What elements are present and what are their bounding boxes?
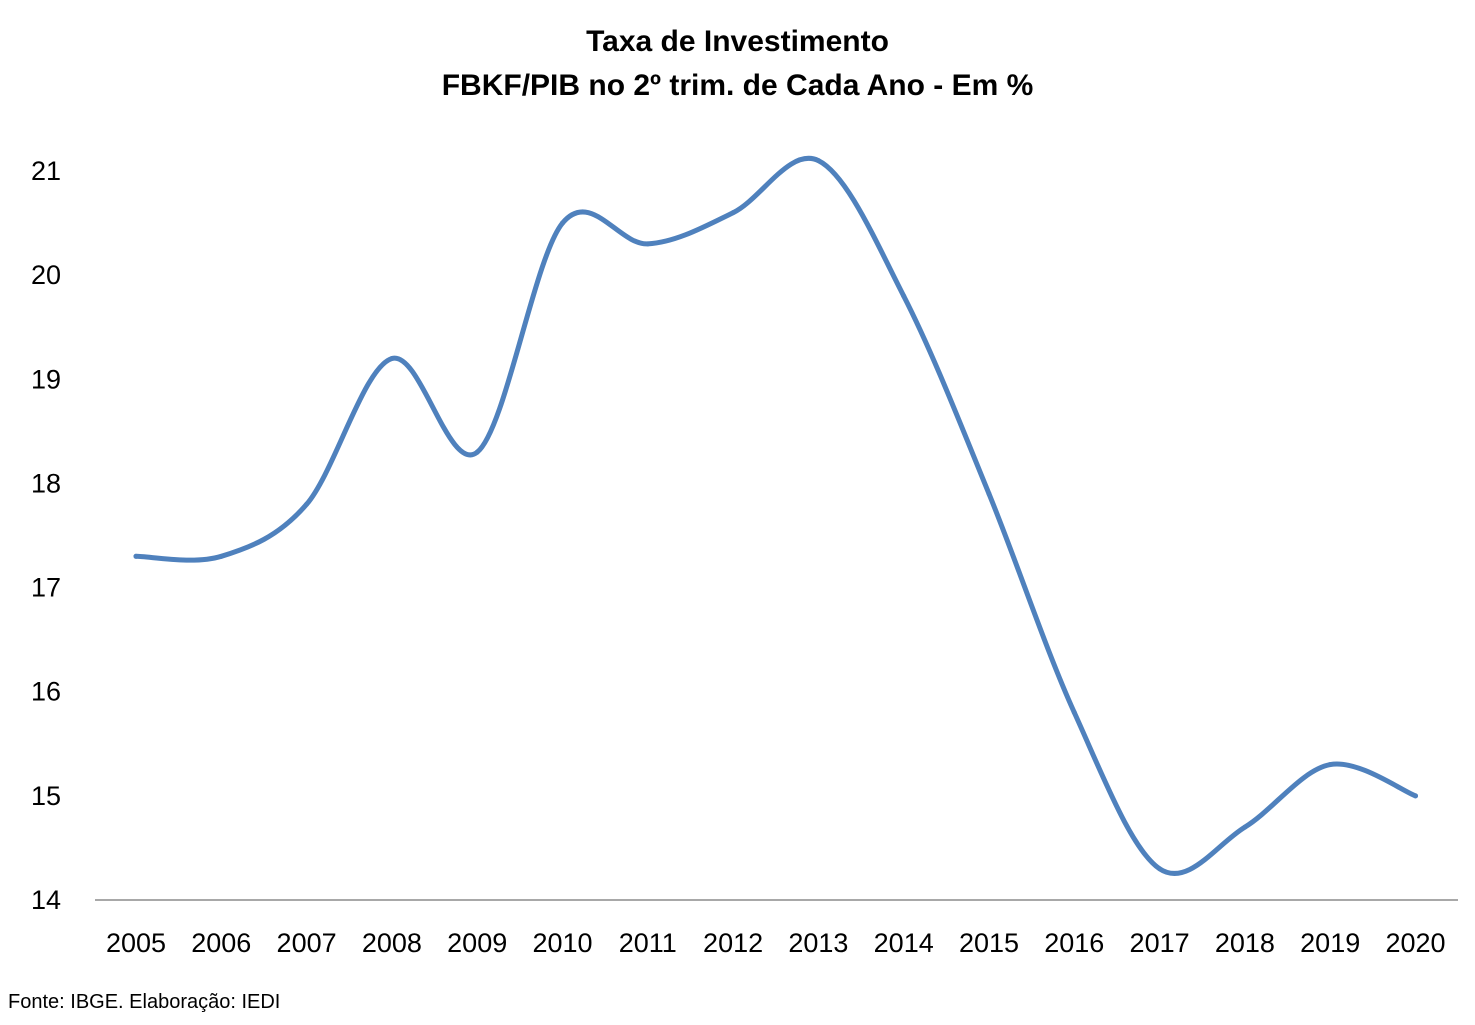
- x-tick-label: 2009: [447, 928, 507, 958]
- x-tick-label: 2013: [788, 928, 848, 958]
- data-point: [474, 449, 480, 455]
- data-points: [133, 158, 1418, 872]
- y-tick-label: 20: [31, 260, 61, 290]
- series-line: [133, 155, 1418, 876]
- x-tick-label: 2007: [277, 928, 337, 958]
- x-tick-label: 2005: [106, 928, 166, 958]
- data-point: [1413, 793, 1418, 799]
- y-axis: 14 15 16 17 18 19 20 21: [31, 156, 61, 915]
- x-tick-label: 2014: [874, 928, 934, 958]
- data-point: [901, 293, 907, 299]
- data-point: [304, 501, 310, 507]
- source-note: Fonte: IBGE. Elaboração: IEDI: [8, 991, 281, 1013]
- x-tick-label: 2006: [191, 928, 251, 958]
- data-point: [389, 355, 395, 361]
- y-tick-label: 21: [31, 156, 61, 186]
- y-tick-label: 18: [31, 468, 61, 498]
- x-tick-label: 2012: [703, 928, 763, 958]
- y-tick-label: 15: [31, 781, 61, 811]
- data-point: [1242, 824, 1248, 830]
- data-point: [986, 491, 992, 497]
- x-tick-label: 2019: [1300, 928, 1360, 958]
- x-tick-label: 2008: [362, 928, 422, 958]
- y-tick-label: 14: [31, 885, 61, 915]
- data-point: [1327, 762, 1333, 768]
- data-point: [560, 220, 565, 226]
- y-tick-label: 16: [31, 677, 61, 707]
- data-point: [730, 210, 736, 216]
- x-tick-label: 2018: [1215, 928, 1275, 958]
- x-tick-label: 2015: [959, 928, 1019, 958]
- data-point: [1071, 710, 1077, 716]
- data-point: [815, 158, 821, 164]
- data-point: [133, 553, 139, 559]
- x-axis: 2005 2006 2007 2008 2009 2010 2011 2012 2013 2014…: [106, 928, 1446, 958]
- x-tick-label: 2016: [1044, 928, 1104, 958]
- data-point: [1157, 866, 1163, 872]
- data-point: [218, 553, 224, 559]
- chart-title-block: Taxa de Investimento FBKF/PIB no 2º trim…: [0, 20, 1475, 108]
- data-point: [645, 241, 651, 247]
- y-tick-label: 17: [31, 573, 61, 603]
- x-tick-label: 2010: [532, 928, 592, 958]
- y-tick-label: 19: [31, 364, 61, 394]
- x-tick-label: 2020: [1385, 928, 1445, 958]
- x-tick-label: 2011: [619, 928, 677, 958]
- chart-subtitle: FBKF/PIB no 2º trim. de Cada Ano - Em %: [441, 69, 1034, 102]
- chart-title: Taxa de Investimento: [586, 25, 889, 58]
- x-tick-label: 2017: [1130, 928, 1190, 958]
